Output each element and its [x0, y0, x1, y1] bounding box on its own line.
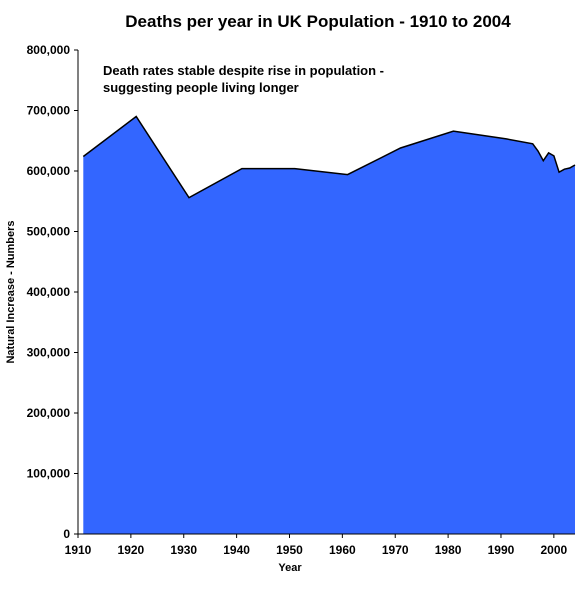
y-axis-label: Natural Increase - Numbers [5, 220, 17, 363]
y-tick-label: 400,000 [27, 285, 71, 299]
y-tick-label: 700,000 [27, 104, 71, 118]
x-tick-label: 1940 [223, 543, 250, 557]
x-tick-label: 1970 [382, 543, 409, 557]
annotation-line-1: Death rates stable despite rise in popul… [103, 63, 384, 78]
y-ticks: 0 100,000 200,000 300,000 400,000 500,000 600,… [27, 43, 78, 541]
annotation-line-2: suggesting people living longer [103, 80, 299, 95]
y-tick-label: 100,000 [27, 467, 71, 481]
x-tick-label: 2000 [540, 543, 567, 557]
x-tick-label: 1950 [276, 543, 303, 557]
x-tick-label: 1960 [329, 543, 356, 557]
x-tick-label: 1920 [118, 543, 145, 557]
x-tick-label: 1990 [488, 543, 515, 557]
y-tick-label: 600,000 [27, 164, 71, 178]
x-tick-label: 1980 [435, 543, 462, 557]
area-series [83, 116, 576, 534]
y-tick-label: 0 [63, 527, 70, 541]
y-tick-label: 500,000 [27, 225, 71, 239]
y-tick-label: 300,000 [27, 346, 71, 360]
x-ticks: 1910 1920 1930 1940 1950 1960 1970 1980 1990 2000 [65, 534, 568, 557]
area-layer [82, 115, 576, 534]
x-axis-label: Year [278, 562, 302, 574]
y-tick-label: 200,000 [27, 406, 71, 420]
x-tick-label: 1910 [65, 543, 92, 557]
chart-title: Deaths per year in UK Population - 1910 … [125, 12, 511, 31]
x-tick-label: 1930 [170, 543, 197, 557]
area-outline [82, 115, 576, 199]
y-tick-label: 800,000 [27, 43, 71, 57]
